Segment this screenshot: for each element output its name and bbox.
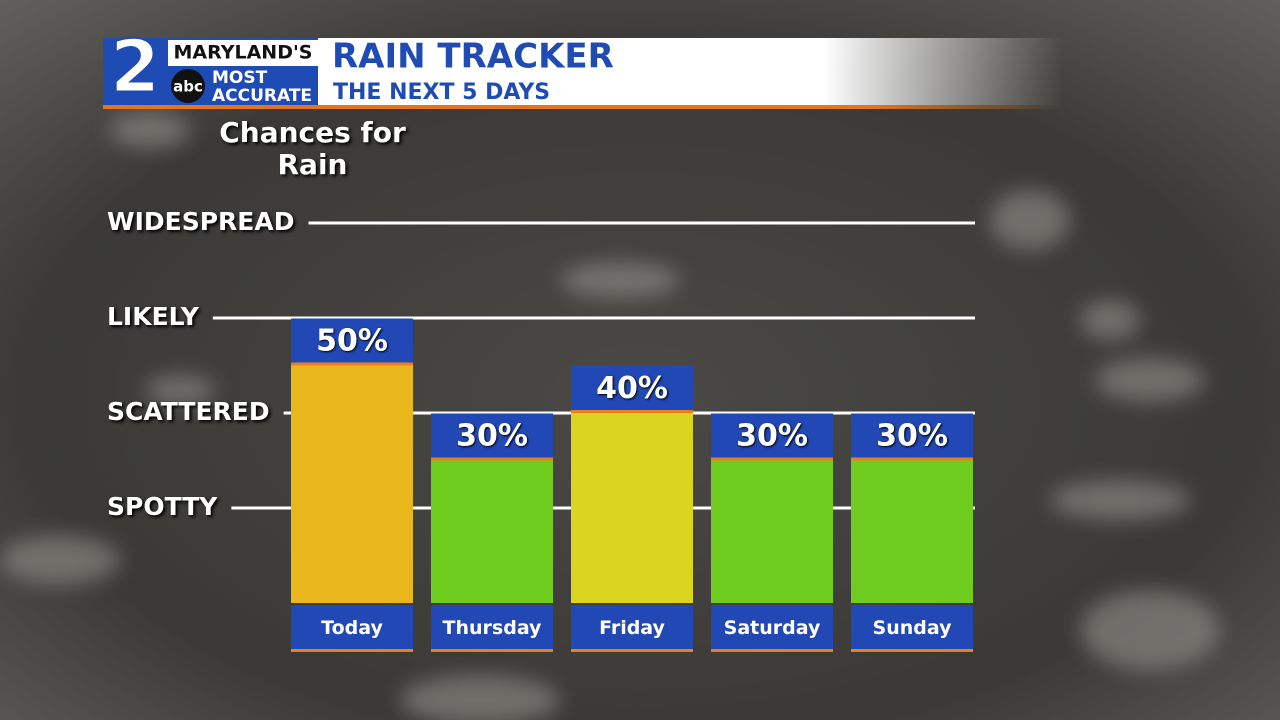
logo-line1: MOST: [212, 68, 268, 88]
y-tick-label: WIDESPREAD: [107, 207, 294, 236]
value-label: 30%: [456, 419, 528, 454]
category-box: [711, 605, 833, 652]
logo-line2: ACCURATE: [212, 86, 312, 106]
x-tick-label: Saturday: [724, 617, 821, 639]
category-box-rule: [851, 649, 973, 652]
bar: [431, 460, 553, 603]
x-tick-label: Friday: [599, 617, 665, 639]
category-box: [851, 605, 973, 652]
y-axis-label: Chances for Rain: [219, 116, 406, 181]
bar: [851, 460, 973, 603]
logo-number: 2: [110, 25, 160, 109]
value-box-rule: [571, 410, 693, 413]
chart-subtitle: THE NEXT 5 DAYS: [333, 80, 550, 105]
bar: [711, 460, 833, 603]
category-box-rule: [711, 649, 833, 652]
x-tick-label: Today: [321, 617, 383, 639]
logo-network: abc: [173, 78, 203, 96]
abc-badge: [171, 69, 205, 103]
value-box-rule: [291, 362, 413, 366]
header-rule: [103, 105, 1063, 109]
value-box: [571, 366, 693, 413]
value-box: [851, 413, 973, 461]
category-box-rule: [571, 649, 693, 652]
bar: [571, 413, 693, 603]
y-tick-label: LIKELY: [107, 302, 200, 331]
value-label: 50%: [316, 324, 388, 359]
category-box: [291, 605, 413, 652]
value-box-rule: [851, 457, 973, 461]
y-tick-label: SCATTERED: [107, 397, 270, 426]
x-tick-label: Sunday: [873, 617, 953, 639]
value-box-rule: [431, 457, 553, 461]
value-label: 30%: [876, 419, 948, 454]
value-label: 40%: [596, 371, 668, 406]
value-box: [291, 318, 413, 366]
category-box-rule: [431, 649, 553, 652]
bar: [291, 365, 413, 603]
category-box: [431, 605, 553, 652]
chart-title: RAIN TRACKER: [332, 37, 614, 77]
value-box: [431, 413, 553, 461]
value-box: [711, 413, 833, 461]
value-label: 30%: [736, 419, 808, 454]
logo-station: MARYLAND'S: [174, 42, 313, 64]
rain-drops: [0, 112, 1220, 720]
value-box-rule: [711, 457, 833, 461]
logo-top: [168, 40, 318, 66]
x-tick-label: Thursday: [443, 617, 543, 639]
category-box-rule: [291, 649, 413, 652]
category-box: [571, 605, 693, 652]
y-tick-label: SPOTTY: [107, 492, 218, 521]
